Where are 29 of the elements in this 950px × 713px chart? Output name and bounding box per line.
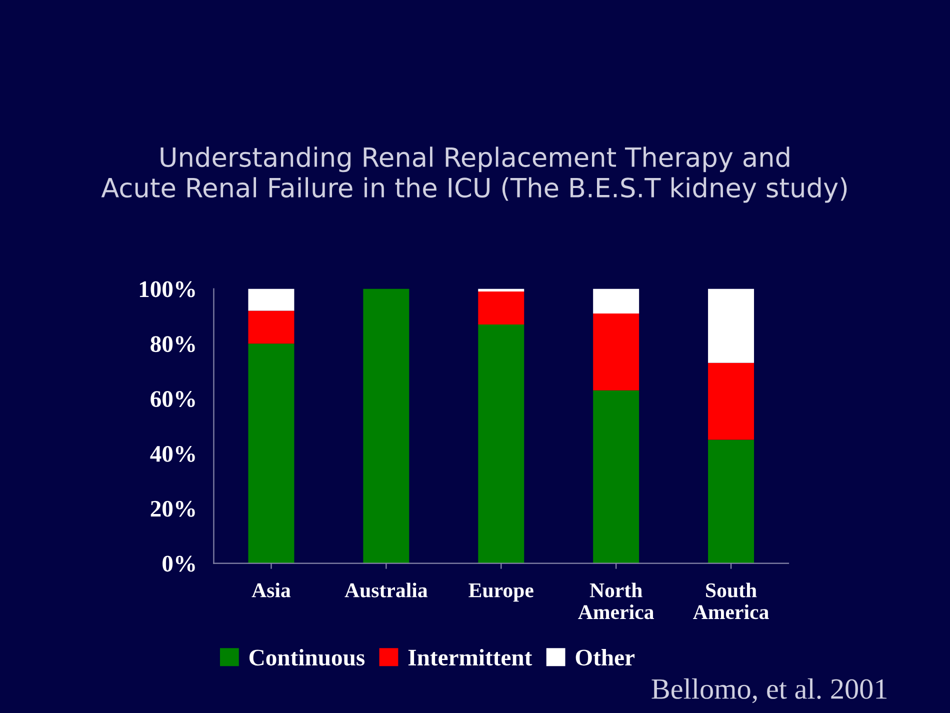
x-tick-label: Europe [468,584,534,602]
bar [478,324,524,564]
legend-label: Intermittent [408,648,532,666]
y-tick-label: 100% [140,281,195,298]
x-tick-label: Asia [252,582,291,598]
bar [593,313,640,390]
bar [708,362,754,440]
y-tick-label: 40% [150,446,195,462]
bar [708,288,754,363]
bar [248,310,294,344]
bar [478,292,524,324]
text: Bellomo, et al. 2001 [652,678,886,704]
bar [478,288,524,292]
x-tick-label: North America [578,582,654,620]
y-tick-label: 20% [150,500,195,517]
bar [248,344,294,564]
legend-label: Continuous [249,648,365,666]
y-tick-label: 60% [150,391,195,408]
y-tick-label: 0% [162,556,195,572]
bar [363,288,410,564]
x-tick-label: South America [693,582,769,620]
chart-title: Understanding Renal Replacement Therapy and Acute Renal Failure in the ICU (The B.E.S.T kidney study) [101,146,847,203]
bar [708,440,754,564]
bar [248,288,294,311]
x-tick-label: Australia [344,582,428,598]
bar [593,288,640,314]
legend-label: Other [576,648,634,666]
bar [593,390,640,564]
y-tick-label: 80% [150,336,195,352]
